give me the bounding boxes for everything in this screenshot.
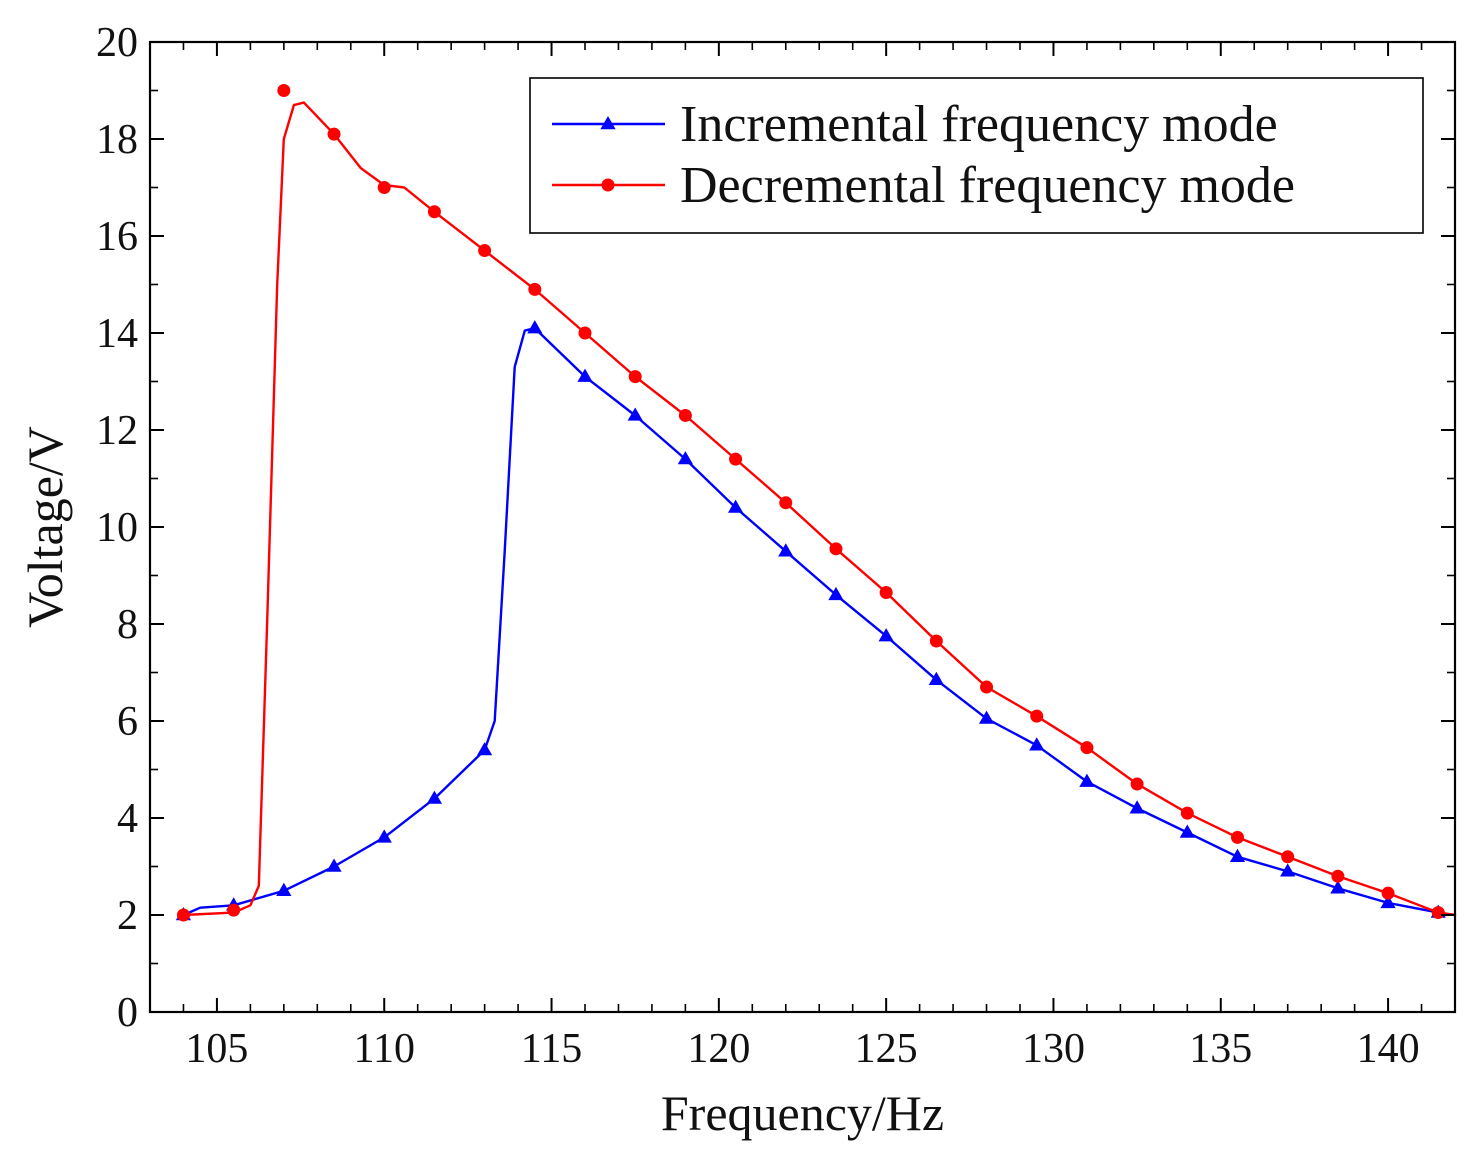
legend-label: Incremental frequency mode [680,96,1278,153]
y-tick-label: 2 [117,893,138,939]
data-point [978,710,995,724]
data-point [878,628,894,642]
x-tick-label: 105 [185,1026,248,1072]
data-point [426,790,443,804]
y-tick-label: 8 [117,602,138,648]
data-point [1380,894,1396,909]
data-point [1179,824,1195,838]
y-tick-label: 14 [96,311,138,357]
data-point [1331,869,1345,883]
y-tick-label: 12 [96,408,138,454]
x-tick-label: 110 [354,1026,415,1072]
data-point [527,320,543,334]
x-tick-label: 140 [1357,1026,1420,1072]
data-point [1281,850,1295,864]
y-tick-label: 6 [117,699,138,745]
data-point [376,829,392,843]
y-tick-label: 0 [117,990,138,1036]
legend-label: Decremental frequency mode [680,157,1295,214]
data-point [929,634,943,648]
data-point [1381,886,1395,900]
data-point [478,244,492,258]
legend-entry: Incremental frequency mode [552,96,1278,153]
series-2 [176,84,1457,922]
data-point [980,680,994,694]
data-point [1180,806,1194,820]
data-point [677,451,693,465]
data-point [377,181,391,194]
y-tick-label: 20 [96,20,138,66]
data-point [879,585,893,599]
data-point [829,542,843,556]
data-point [277,84,291,97]
x-tick-label: 135 [1189,1026,1252,1072]
plot-area [175,84,1457,922]
data-point [778,543,794,557]
data-point [628,370,642,384]
data-point [727,499,744,513]
legend-marker [601,178,615,192]
x-tick-label: 120 [687,1026,750,1072]
series-line [182,327,1457,917]
x-tick-label: 125 [855,1026,918,1072]
data-point [326,858,342,872]
legend-box [529,77,1424,234]
data-point [528,282,542,296]
data-point [1029,737,1045,751]
y-tick-label: 16 [96,214,138,260]
data-point [327,127,341,141]
data-point [779,496,793,510]
data-point [1030,709,1044,723]
y-axis-title: Voltage/V [17,426,73,628]
data-point [176,908,190,922]
data-point [928,671,944,685]
legend-marker [600,116,616,130]
x-axis-title: Frequency/Hz [661,1085,944,1141]
data-point [227,903,241,917]
data-point [577,368,593,382]
data-point [1229,848,1246,862]
data-point [578,326,592,340]
y-tick-label: 18 [96,117,138,163]
data-point [1330,880,1346,894]
data-point [1231,830,1244,844]
data-point [1079,773,1095,787]
axes: 105 110 115 120 125 130 135 140 0 2 4 6 8 10 12 14 16 18 2… [17,20,1457,1141]
data-point [1129,800,1145,814]
y-tick-label: 4 [117,796,138,842]
x-tick-label: 130 [1022,1026,1085,1072]
legend-entry: Decremental frequency mode [552,157,1295,214]
series-1 [175,320,1457,921]
x-tick-label: 115 [521,1026,582,1072]
data-point [828,586,844,601]
data-point [276,882,292,896]
data-point [427,205,441,219]
data-point [1280,863,1296,877]
data-point [1130,777,1144,791]
data-point [1080,741,1094,755]
data-point [729,452,743,466]
data-point [627,407,643,421]
y-tick-label: 10 [96,505,138,551]
data-point [1431,906,1445,920]
data-point [477,742,493,756]
data-point [678,408,692,422]
